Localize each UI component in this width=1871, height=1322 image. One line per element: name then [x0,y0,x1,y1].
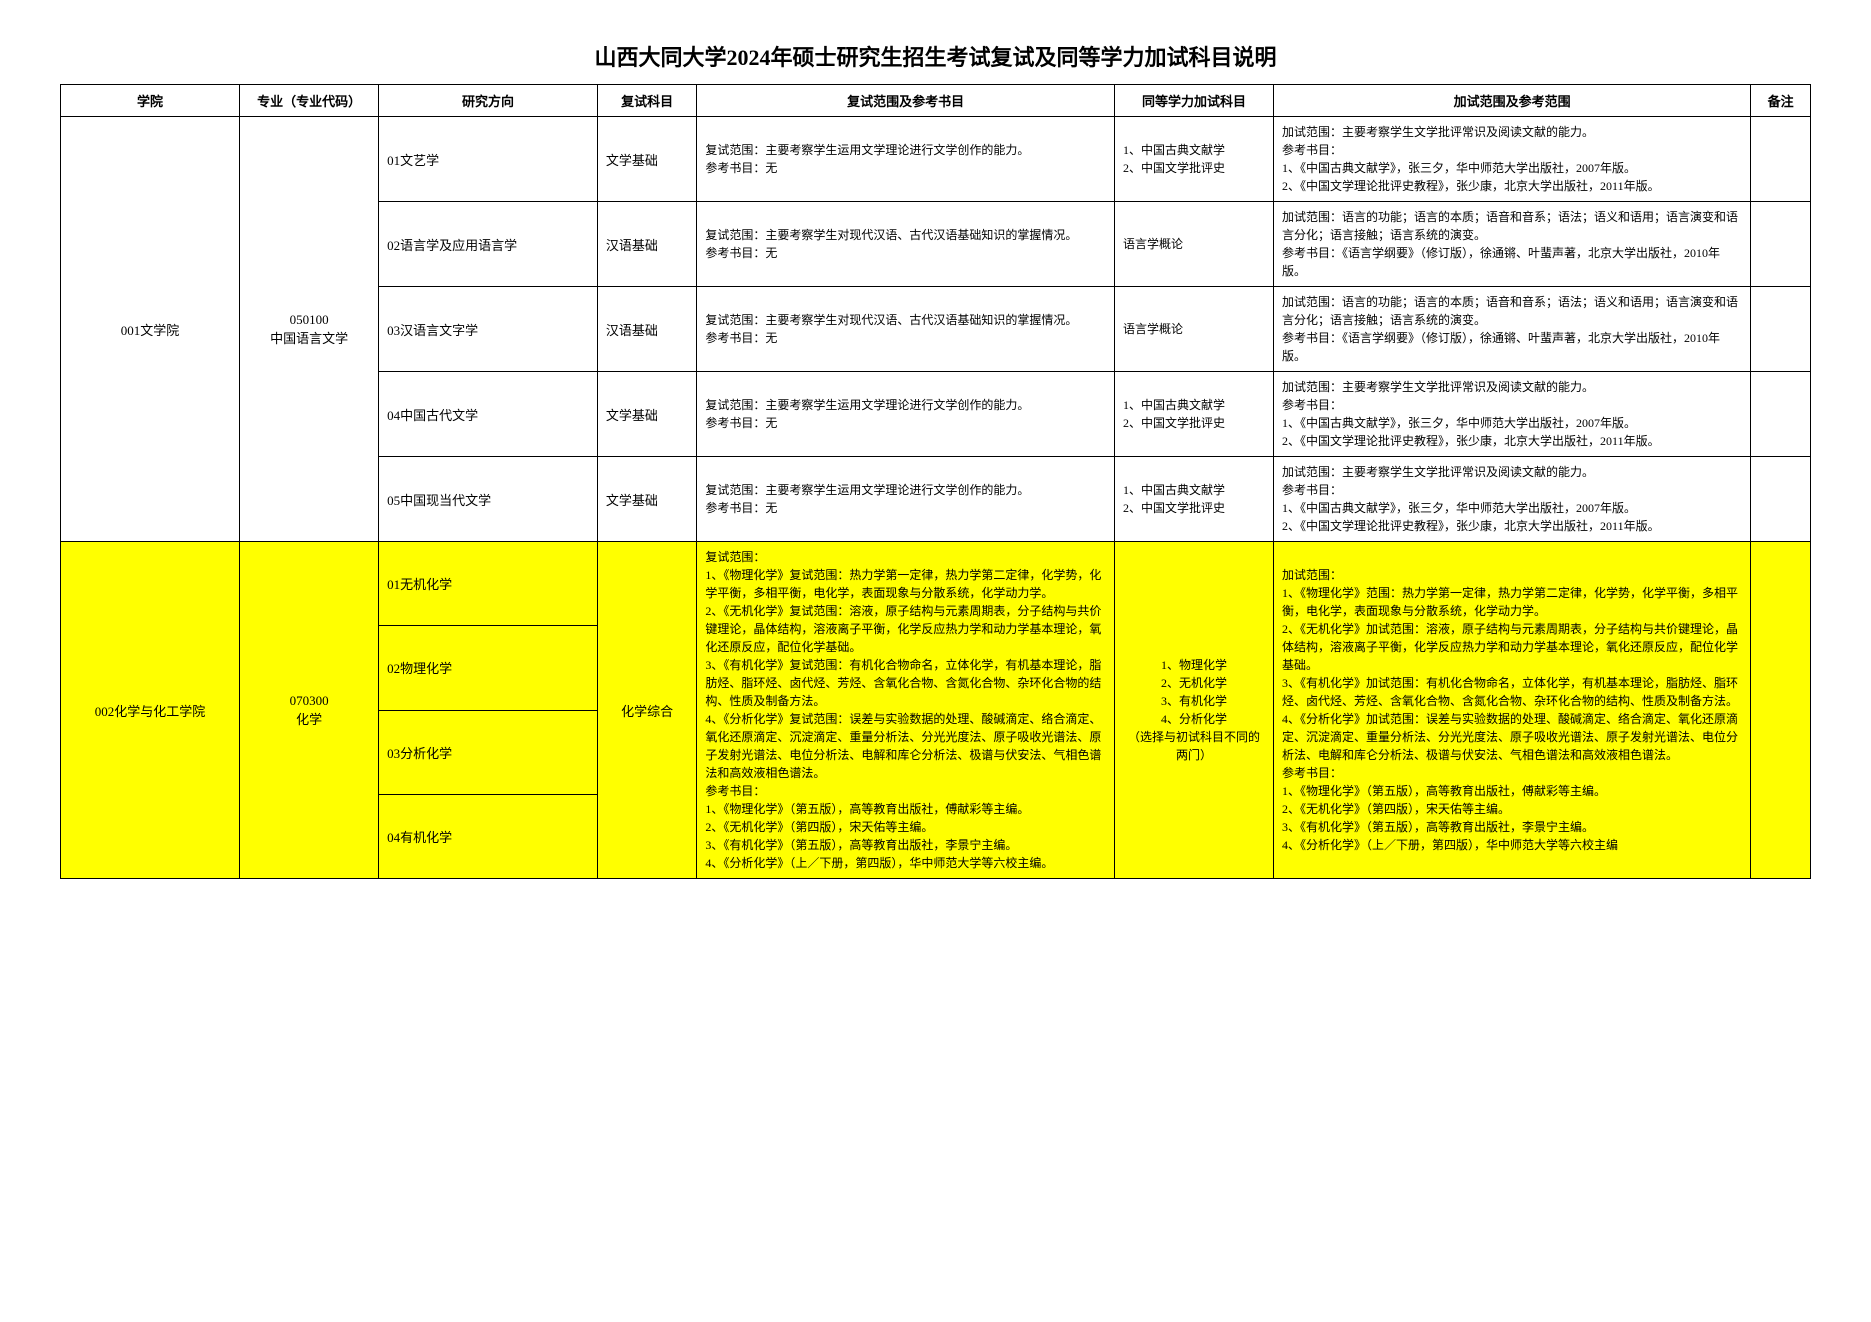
table-header-row: 学院 专业（专业代码） 研究方向 复试科目 复试范围及参考书目 同等学力加试科目… [61,85,1811,117]
table-row: 002化学与化工学院 070300 化学 01无机化学 化学综合 复试范围： 1… [61,542,1811,626]
th-extra-scope: 加试范围及参考范围 [1274,85,1751,117]
cell-extra-subj: 1、中国古典文献学 2、中国文学批评史 [1114,117,1273,202]
th-college: 学院 [61,85,240,117]
cell-extra-subj: 1、中国古典文献学 2、中国文学批评史 [1114,372,1273,457]
cell-note [1751,542,1811,879]
cell-subject: 文学基础 [597,457,696,542]
cell-scope: 复试范围：主要考察学生对现代汉语、古代汉语基础知识的掌握情况。 参考书目：无 [697,287,1115,372]
cell-note [1751,202,1811,287]
th-major: 专业（专业代码） [239,85,378,117]
cell-direction: 01无机化学 [379,542,598,626]
cell-direction: 01文艺学 [379,117,598,202]
cell-scope: 复试范围： 1、《物理化学》复试范围：热力学第一定律，热力学第二定律，化学势，化… [697,542,1115,879]
cell-extra-scope: 加试范围： 1、《物理化学》范围：热力学第一定律，热力学第二定律，化学势，化学平… [1274,542,1751,879]
th-direction: 研究方向 [379,85,598,117]
main-table: 学院 专业（专业代码） 研究方向 复试科目 复试范围及参考书目 同等学力加试科目… [60,84,1811,879]
cell-note [1751,287,1811,372]
th-retest-scope: 复试范围及参考书目 [697,85,1115,117]
cell-extra-scope: 加试范围：语言的功能；语言的本质；语音和音系；语法；语义和语用；语言演变和语言分… [1274,202,1751,287]
th-note: 备注 [1751,85,1811,117]
cell-scope: 复试范围：主要考察学生运用文学理论进行文学创作的能力。 参考书目：无 [697,372,1115,457]
cell-direction: 02语言学及应用语言学 [379,202,598,287]
cell-note [1751,117,1811,202]
cell-extra-scope: 加试范围：语言的功能；语言的本质；语音和音系；语法；语义和语用；语言演变和语言分… [1274,287,1751,372]
cell-scope: 复试范围：主要考察学生对现代汉语、古代汉语基础知识的掌握情况。 参考书目：无 [697,202,1115,287]
cell-note [1751,457,1811,542]
cell-extra-scope: 加试范围：主要考察学生文学批评常识及阅读文献的能力。 参考书目： 1、《中国古典… [1274,117,1751,202]
th-extra-subject: 同等学力加试科目 [1114,85,1273,117]
cell-direction: 04有机化学 [379,794,598,878]
cell-direction: 04中国古代文学 [379,372,598,457]
cell-extra-scope: 加试范围：主要考察学生文学批评常识及阅读文献的能力。 参考书目： 1、《中国古典… [1274,372,1751,457]
cell-extra-subj: 1、中国古典文献学 2、中国文学批评史 [1114,457,1273,542]
cell-subject: 文学基础 [597,372,696,457]
table-row: 001文学院 050100 中国语言文学 01文艺学 文学基础 复试范围：主要考… [61,117,1811,202]
cell-subject: 汉语基础 [597,287,696,372]
cell-subject: 文学基础 [597,117,696,202]
cell-major: 070300 化学 [239,542,378,879]
cell-direction: 03汉语言文字学 [379,287,598,372]
cell-scope: 复试范围：主要考察学生运用文学理论进行文学创作的能力。 参考书目：无 [697,117,1115,202]
cell-extra-subj: 1、物理化学 2、无机化学 3、有机化学 4、分析化学 （选择与初试科目不同的两… [1114,542,1273,879]
cell-extra-scope: 加试范围：主要考察学生文学批评常识及阅读文献的能力。 参考书目： 1、《中国古典… [1274,457,1751,542]
cell-direction: 03分析化学 [379,710,598,794]
cell-college: 001文学院 [61,117,240,542]
cell-note [1751,372,1811,457]
cell-college: 002化学与化工学院 [61,542,240,879]
th-retest-subject: 复试科目 [597,85,696,117]
cell-extra-subj: 语言学概论 [1114,202,1273,287]
cell-direction: 05中国现当代文学 [379,457,598,542]
page-title: 山西大同大学2024年硕士研究生招生考试复试及同等学力加试科目说明 [60,40,1811,72]
cell-scope: 复试范围：主要考察学生运用文学理论进行文学创作的能力。 参考书目：无 [697,457,1115,542]
cell-major: 050100 中国语言文学 [239,117,378,542]
cell-subject: 汉语基础 [597,202,696,287]
cell-direction: 02物理化学 [379,626,598,710]
cell-subject: 化学综合 [597,542,696,879]
cell-extra-subj: 语言学概论 [1114,287,1273,372]
